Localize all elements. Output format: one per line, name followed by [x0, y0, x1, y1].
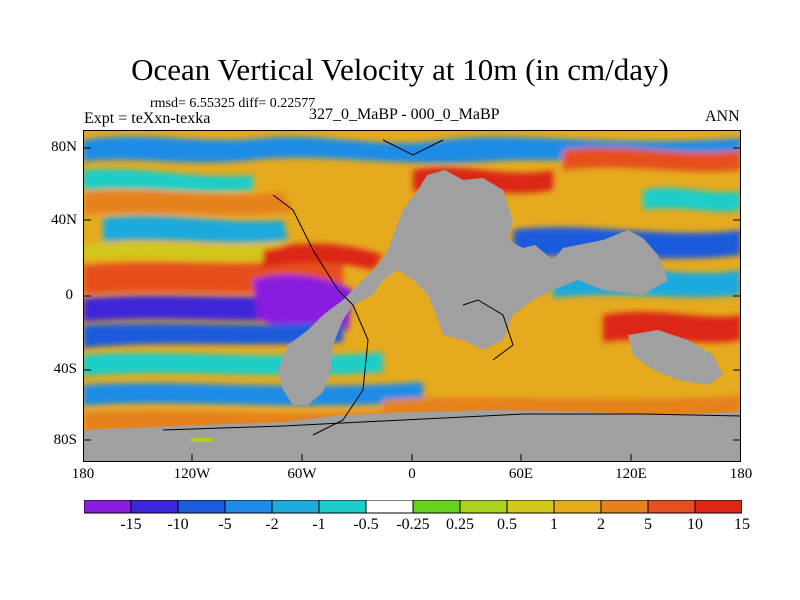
- y-tick-40S: 40S: [53, 361, 77, 377]
- colorbar-box: [600, 500, 649, 514]
- colorbar-box: [318, 500, 367, 514]
- colorbar-box: [553, 500, 602, 514]
- season-label: ANN: [705, 108, 740, 125]
- colorbar-label: 0.25: [446, 516, 474, 533]
- colorbar: [84, 500, 742, 514]
- x-tick-60E: 60E: [508, 466, 534, 482]
- map-plot: [83, 130, 741, 462]
- colorbar-label: -2: [265, 516, 279, 533]
- colorbar-label: 15: [734, 516, 750, 533]
- colorbar-box: [694, 500, 742, 514]
- y-tick-40N: 40N: [51, 212, 77, 228]
- x-tick-0: 0: [408, 466, 416, 482]
- colorbar-box: [224, 500, 273, 514]
- colorbar-label: -10: [167, 516, 189, 533]
- x-tick-120E: 120E: [615, 466, 647, 482]
- colorbar-label: 2: [597, 516, 605, 533]
- y-tick-80N: 80N: [51, 139, 77, 155]
- colorbar-label: -1: [312, 516, 326, 533]
- colorbar-label: 1: [550, 516, 558, 533]
- land-mask: [83, 170, 741, 462]
- colorbar-box: [365, 500, 414, 514]
- x-tick-180e: 180: [729, 466, 753, 482]
- x-tick-180w: 180: [71, 466, 95, 482]
- x-tick-120W: 120W: [173, 466, 211, 482]
- experiment-label: Expt = teXxn-texka: [84, 110, 211, 127]
- colorbar-box: [459, 500, 508, 514]
- colorbar-box: [271, 500, 320, 514]
- x-tick-60W: 60W: [287, 466, 317, 482]
- colorbar-label: 5: [644, 516, 652, 533]
- colorbar-label: -5: [218, 516, 232, 533]
- period-label: 327_0_MaBP - 000_0_MaBP: [309, 106, 500, 123]
- y-tick-80S: 80S: [53, 432, 77, 448]
- y-tick-0: 0: [65, 287, 74, 303]
- colorbar-box: [647, 500, 696, 514]
- colorbar-box: [412, 500, 461, 514]
- tick-marks: [83, 147, 741, 462]
- coastline: [272, 139, 514, 436]
- colorbar-box: [506, 500, 555, 514]
- colorbar-label: 10: [687, 516, 703, 533]
- coastline-south: [162, 413, 741, 431]
- colorbar-label: -0.25: [396, 516, 430, 533]
- map-title: Ocean Vertical Velocity at 10m (in cm/da…: [131, 52, 669, 87]
- colorbar-label: 0.5: [497, 516, 517, 533]
- colorbar-label: -15: [120, 516, 142, 533]
- colorbar-box: [177, 500, 226, 514]
- colorbar-box: [130, 500, 179, 514]
- colorbar-label: -0.5: [353, 516, 379, 533]
- colorbar-box: [84, 500, 132, 514]
- stats-label: rmsd= 6.55325 diff= 0.22577: [150, 96, 316, 111]
